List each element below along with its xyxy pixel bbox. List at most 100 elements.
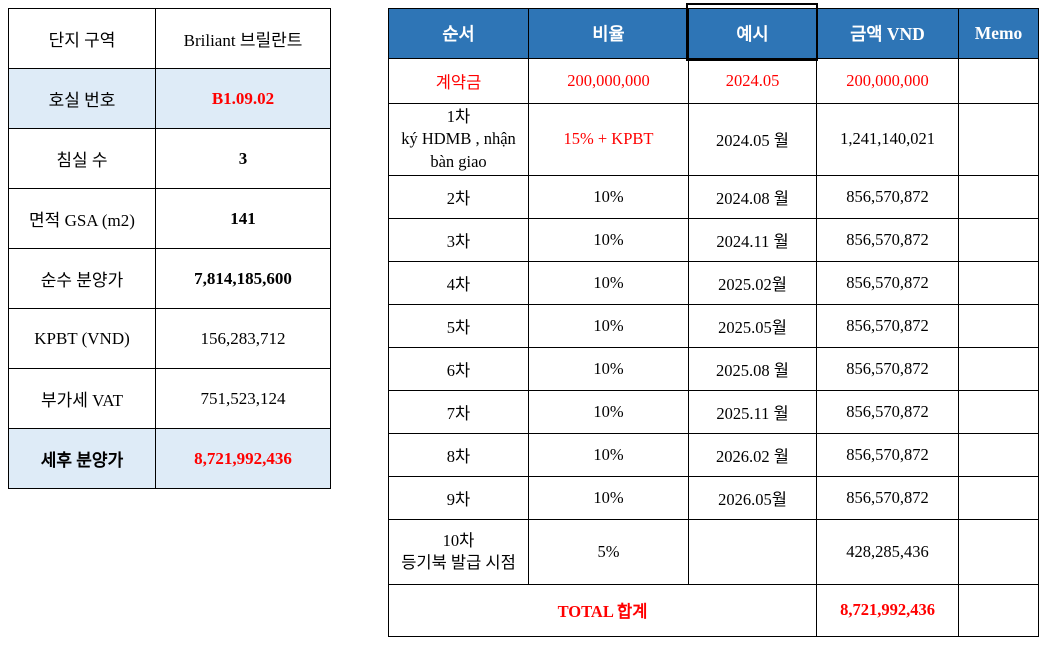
- ratio-cell: 10%: [528, 475, 689, 520]
- unit-row-after-tax-price: 세후 분양가 8,721,992,436: [8, 428, 331, 489]
- schedule-row-7: 7차 10% 2025.11 월 856,570,872: [388, 389, 1039, 434]
- order-cell: 5차: [388, 303, 529, 348]
- schedule-header-row: 순서 비율 예시 금액 VND Memo: [388, 8, 1039, 59]
- ratio-cell: 10%: [528, 432, 689, 477]
- header-ratio: 비율: [528, 8, 689, 59]
- memo-cell: [958, 103, 1039, 176]
- ratio-cell: 10%: [528, 260, 689, 305]
- order-cell: 8차: [388, 432, 529, 477]
- example-cell: 2024.08 월: [688, 174, 817, 219]
- memo-cell: [958, 58, 1039, 104]
- ratio-cell: 200,000,000: [528, 58, 689, 104]
- amount-cell: 856,570,872: [816, 217, 959, 262]
- order-cell: 6차: [388, 346, 529, 391]
- unit-value-cell: 751,523,124: [155, 368, 331, 429]
- header-example: 예시: [688, 8, 817, 59]
- unit-value-cell: 7,814,185,600: [155, 248, 331, 309]
- unit-row-bedrooms: 침실 수 3: [8, 128, 331, 189]
- header-order: 순서: [388, 8, 529, 59]
- amount-cell: 856,570,872: [816, 346, 959, 391]
- order-cell: 3차: [388, 217, 529, 262]
- unit-row-vat: 부가세 VAT 751,523,124: [8, 368, 331, 429]
- unit-value-cell: 141: [155, 188, 331, 249]
- schedule-row-6: 6차 10% 2025.08 월 856,570,872: [388, 346, 1039, 391]
- memo-cell: [958, 174, 1039, 219]
- unit-value-cell: 3: [155, 128, 331, 189]
- total-amount-cell: 8,721,992,436: [816, 583, 959, 637]
- schedule-row-3: 3차 10% 2024.11 월 856,570,872: [388, 217, 1039, 262]
- amount-cell: 200,000,000: [816, 58, 959, 104]
- order-cell: 1차 ký HDMB , nhận bàn giao: [388, 103, 529, 176]
- total-memo-cell: [958, 583, 1039, 637]
- schedule-total-row: TOTAL 합계 8,721,992,436: [388, 583, 1039, 637]
- payment-schedule-table: 순서 비율 예시 금액 VND Memo 계약금 200,000,000 202…: [388, 8, 1039, 637]
- ratio-cell: 15% + KPBT: [528, 103, 689, 176]
- order-cell: 9차: [388, 475, 529, 520]
- example-cell: 2025.08 월: [688, 346, 817, 391]
- unit-label-cell: 부가세 VAT: [8, 368, 156, 429]
- memo-cell: [958, 475, 1039, 520]
- example-cell: [688, 518, 817, 585]
- header-memo: Memo: [958, 8, 1039, 59]
- example-cell: 2024.05 월: [688, 103, 817, 176]
- memo-cell: [958, 389, 1039, 434]
- unit-row-net-price: 순수 분양가 7,814,185,600: [8, 248, 331, 309]
- amount-cell: 856,570,872: [816, 174, 959, 219]
- order-cell: 7차: [388, 389, 529, 434]
- ratio-cell: 5%: [528, 518, 689, 585]
- schedule-row-1: 1차 ký HDMB , nhận bàn giao 15% + KPBT 20…: [388, 103, 1039, 176]
- memo-cell: [958, 518, 1039, 585]
- example-cell: 2026.02 월: [688, 432, 817, 477]
- amount-cell: 856,570,872: [816, 303, 959, 348]
- order-cell: 10차 등기북 발급 시점: [388, 518, 529, 585]
- unit-info-table: 단지 구역 Briliant 브릴란트 호실 번호 B1.09.02 침실 수 …: [8, 8, 331, 489]
- unit-value-cell: 156,283,712: [155, 308, 331, 369]
- amount-cell: 1,241,140,021: [816, 103, 959, 176]
- schedule-row-2: 2차 10% 2024.08 월 856,570,872: [388, 174, 1039, 219]
- unit-value-cell: B1.09.02: [155, 68, 331, 129]
- amount-cell: 856,570,872: [816, 475, 959, 520]
- order-cell: 2차: [388, 174, 529, 219]
- unit-label-cell: 호실 번호: [8, 68, 156, 129]
- total-label-cell: TOTAL 합계: [388, 583, 817, 637]
- unit-label-cell: 면적 GSA (m2): [8, 188, 156, 249]
- schedule-row-4: 4차 10% 2025.02월 856,570,872: [388, 260, 1039, 305]
- example-cell: 2025.05월: [688, 303, 817, 348]
- amount-cell: 856,570,872: [816, 260, 959, 305]
- example-cell: 2024.11 월: [688, 217, 817, 262]
- unit-label-cell: 순수 분양가: [8, 248, 156, 309]
- example-cell: 2024.05: [688, 58, 817, 104]
- ratio-cell: 10%: [528, 303, 689, 348]
- amount-cell: 856,570,872: [816, 389, 959, 434]
- memo-cell: [958, 346, 1039, 391]
- ratio-cell: 10%: [528, 217, 689, 262]
- example-cell: 2025.02월: [688, 260, 817, 305]
- unit-value-cell: Briliant 브릴란트: [155, 8, 331, 69]
- header-amount: 금액 VND: [816, 8, 959, 59]
- unit-row-complex: 단지 구역 Briliant 브릴란트: [8, 8, 331, 69]
- ratio-cell: 10%: [528, 389, 689, 434]
- memo-cell: [958, 217, 1039, 262]
- ratio-cell: 10%: [528, 174, 689, 219]
- unit-label-cell: KPBT (VND): [8, 308, 156, 369]
- unit-label-cell: 침실 수: [8, 128, 156, 189]
- amount-cell: 428,285,436: [816, 518, 959, 585]
- memo-cell: [958, 260, 1039, 305]
- schedule-row-9: 9차 10% 2026.05월 856,570,872: [388, 475, 1039, 520]
- schedule-row-8: 8차 10% 2026.02 월 856,570,872: [388, 432, 1039, 477]
- unit-row-area: 면적 GSA (m2) 141: [8, 188, 331, 249]
- unit-value-cell: 8,721,992,436: [155, 428, 331, 489]
- amount-cell: 856,570,872: [816, 432, 959, 477]
- unit-row-unit-number: 호실 번호 B1.09.02: [8, 68, 331, 129]
- ratio-cell: 10%: [528, 346, 689, 391]
- example-cell: 2025.11 월: [688, 389, 817, 434]
- unit-label-cell: 단지 구역: [8, 8, 156, 69]
- schedule-row-5: 5차 10% 2025.05월 856,570,872: [388, 303, 1039, 348]
- order-cell: 계약금: [388, 58, 529, 104]
- example-cell: 2026.05월: [688, 475, 817, 520]
- unit-label-cell: 세후 분양가: [8, 428, 156, 489]
- unit-row-kpbt: KPBT (VND) 156,283,712: [8, 308, 331, 369]
- schedule-row-deposit: 계약금 200,000,000 2024.05 200,000,000: [388, 58, 1039, 104]
- order-cell: 4차: [388, 260, 529, 305]
